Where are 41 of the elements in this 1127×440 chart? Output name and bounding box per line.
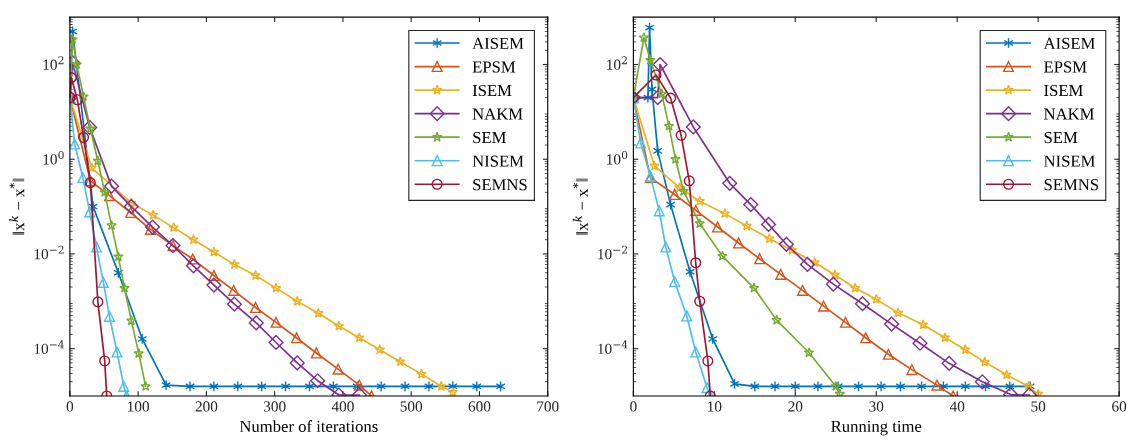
x-tick-label: 500	[400, 401, 423, 412]
x-tick-label: 0	[630, 401, 637, 412]
legend-label: NISEM	[1044, 155, 1095, 167]
x-axis-title: Number of iterations	[239, 420, 378, 432]
legend-label: AISEM	[472, 37, 524, 49]
x-tick-label: 600	[468, 401, 491, 412]
legend-label: SEM	[1044, 131, 1078, 144]
y-tick-label: 10$^{2}$	[43, 56, 64, 70]
x-tick-label: 30	[869, 401, 884, 412]
y-axis-title: ‖x$^{k}$ − x$^{*}$‖	[9, 178, 25, 235]
legend-label: AISEM	[1043, 37, 1095, 49]
x-axis-title: Running time	[831, 420, 922, 436]
x-tick-label: 20	[788, 401, 803, 412]
y-tick-label: 10$^{−2}$	[598, 245, 628, 260]
legend-label: ISEM	[472, 84, 512, 97]
legend-label: SEMNS	[473, 179, 527, 191]
x-tick-label: 400	[331, 401, 354, 412]
x-tick-label: 700	[537, 401, 559, 412]
x-tick-label: 100	[128, 401, 150, 412]
x-tick-label: 0	[66, 401, 74, 412]
x-tick-label: 40	[949, 401, 965, 412]
y-tick-label: 10$^{2}$	[607, 56, 627, 70]
y-tick-label: 10$^{−2}$	[34, 245, 64, 260]
y-axis-title: ‖x$^{k}$ − x$^{*}$‖	[572, 178, 588, 235]
y-tick-label: 10$^{−4}$	[598, 340, 628, 354]
y-tick-label: 10$^{−4}$	[34, 340, 65, 354]
legend-label: NAKM	[472, 108, 523, 120]
legend-label: EPSM	[1044, 61, 1087, 73]
y-tick-label: 10$^{0}$	[607, 150, 628, 165]
x-tick-label: 200	[195, 401, 218, 412]
legend-label: ISEM	[1044, 84, 1083, 97]
x-tick-label: 300	[263, 401, 286, 412]
legend-label: NAKM	[1044, 108, 1094, 120]
x-tick-label: 10	[708, 401, 722, 412]
legend-label: SEM	[473, 131, 506, 144]
x-tick-label: 50	[1031, 401, 1046, 412]
y-tick-label: 10$^{0}$	[43, 150, 64, 165]
legend-label: SEMNS	[1044, 179, 1099, 191]
legend-label: EPSM	[472, 61, 516, 73]
x-tick-label: 60	[1112, 401, 1127, 412]
legend-label: NISEM	[472, 155, 524, 167]
